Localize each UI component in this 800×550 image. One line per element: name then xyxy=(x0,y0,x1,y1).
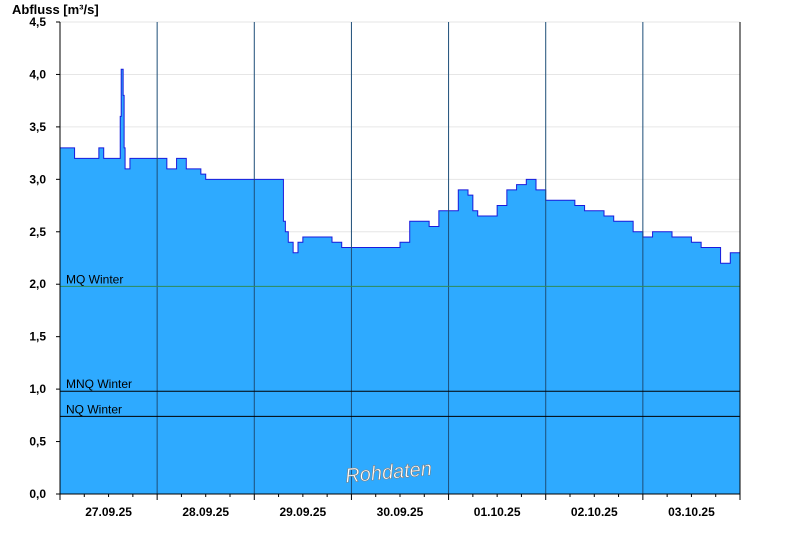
x-tick-label: 29.09.25 xyxy=(279,505,326,519)
reference-line-label: MQ Winter xyxy=(66,272,123,286)
y-axis-label: Abfluss [m³/s] xyxy=(12,2,99,17)
x-tick-label: 02.10.25 xyxy=(571,505,618,519)
reference-line-label: MNQ Winter xyxy=(66,377,132,391)
y-tick-label: 0,0 xyxy=(29,487,46,501)
y-tick-label: 3,5 xyxy=(29,120,46,134)
y-tick-label: 0,5 xyxy=(29,435,46,449)
y-tick-label: 1,0 xyxy=(29,382,46,396)
x-tick-label: 01.10.25 xyxy=(474,505,521,519)
y-tick-label: 4,5 xyxy=(29,15,46,29)
y-tick-label: 4,0 xyxy=(29,67,46,81)
x-tick-label: 30.09.25 xyxy=(377,505,424,519)
x-tick-label: 27.09.25 xyxy=(85,505,132,519)
y-tick-label: 3,0 xyxy=(29,172,46,186)
y-tick-label: 2,5 xyxy=(29,225,46,239)
y-tick-label: 1,5 xyxy=(29,330,46,344)
x-tick-label: 28.09.25 xyxy=(182,505,229,519)
discharge-area xyxy=(60,69,740,494)
plot-area: MQ Winter MNQ Winter NQ Winter 0,0 0,5 1,0 1,5… xyxy=(29,15,741,519)
x-tick-label: 03.10.25 xyxy=(668,505,715,519)
discharge-line xyxy=(60,68,740,264)
reference-line-label: NQ Winter xyxy=(66,402,122,416)
y-tick-label: 2,0 xyxy=(29,277,46,291)
